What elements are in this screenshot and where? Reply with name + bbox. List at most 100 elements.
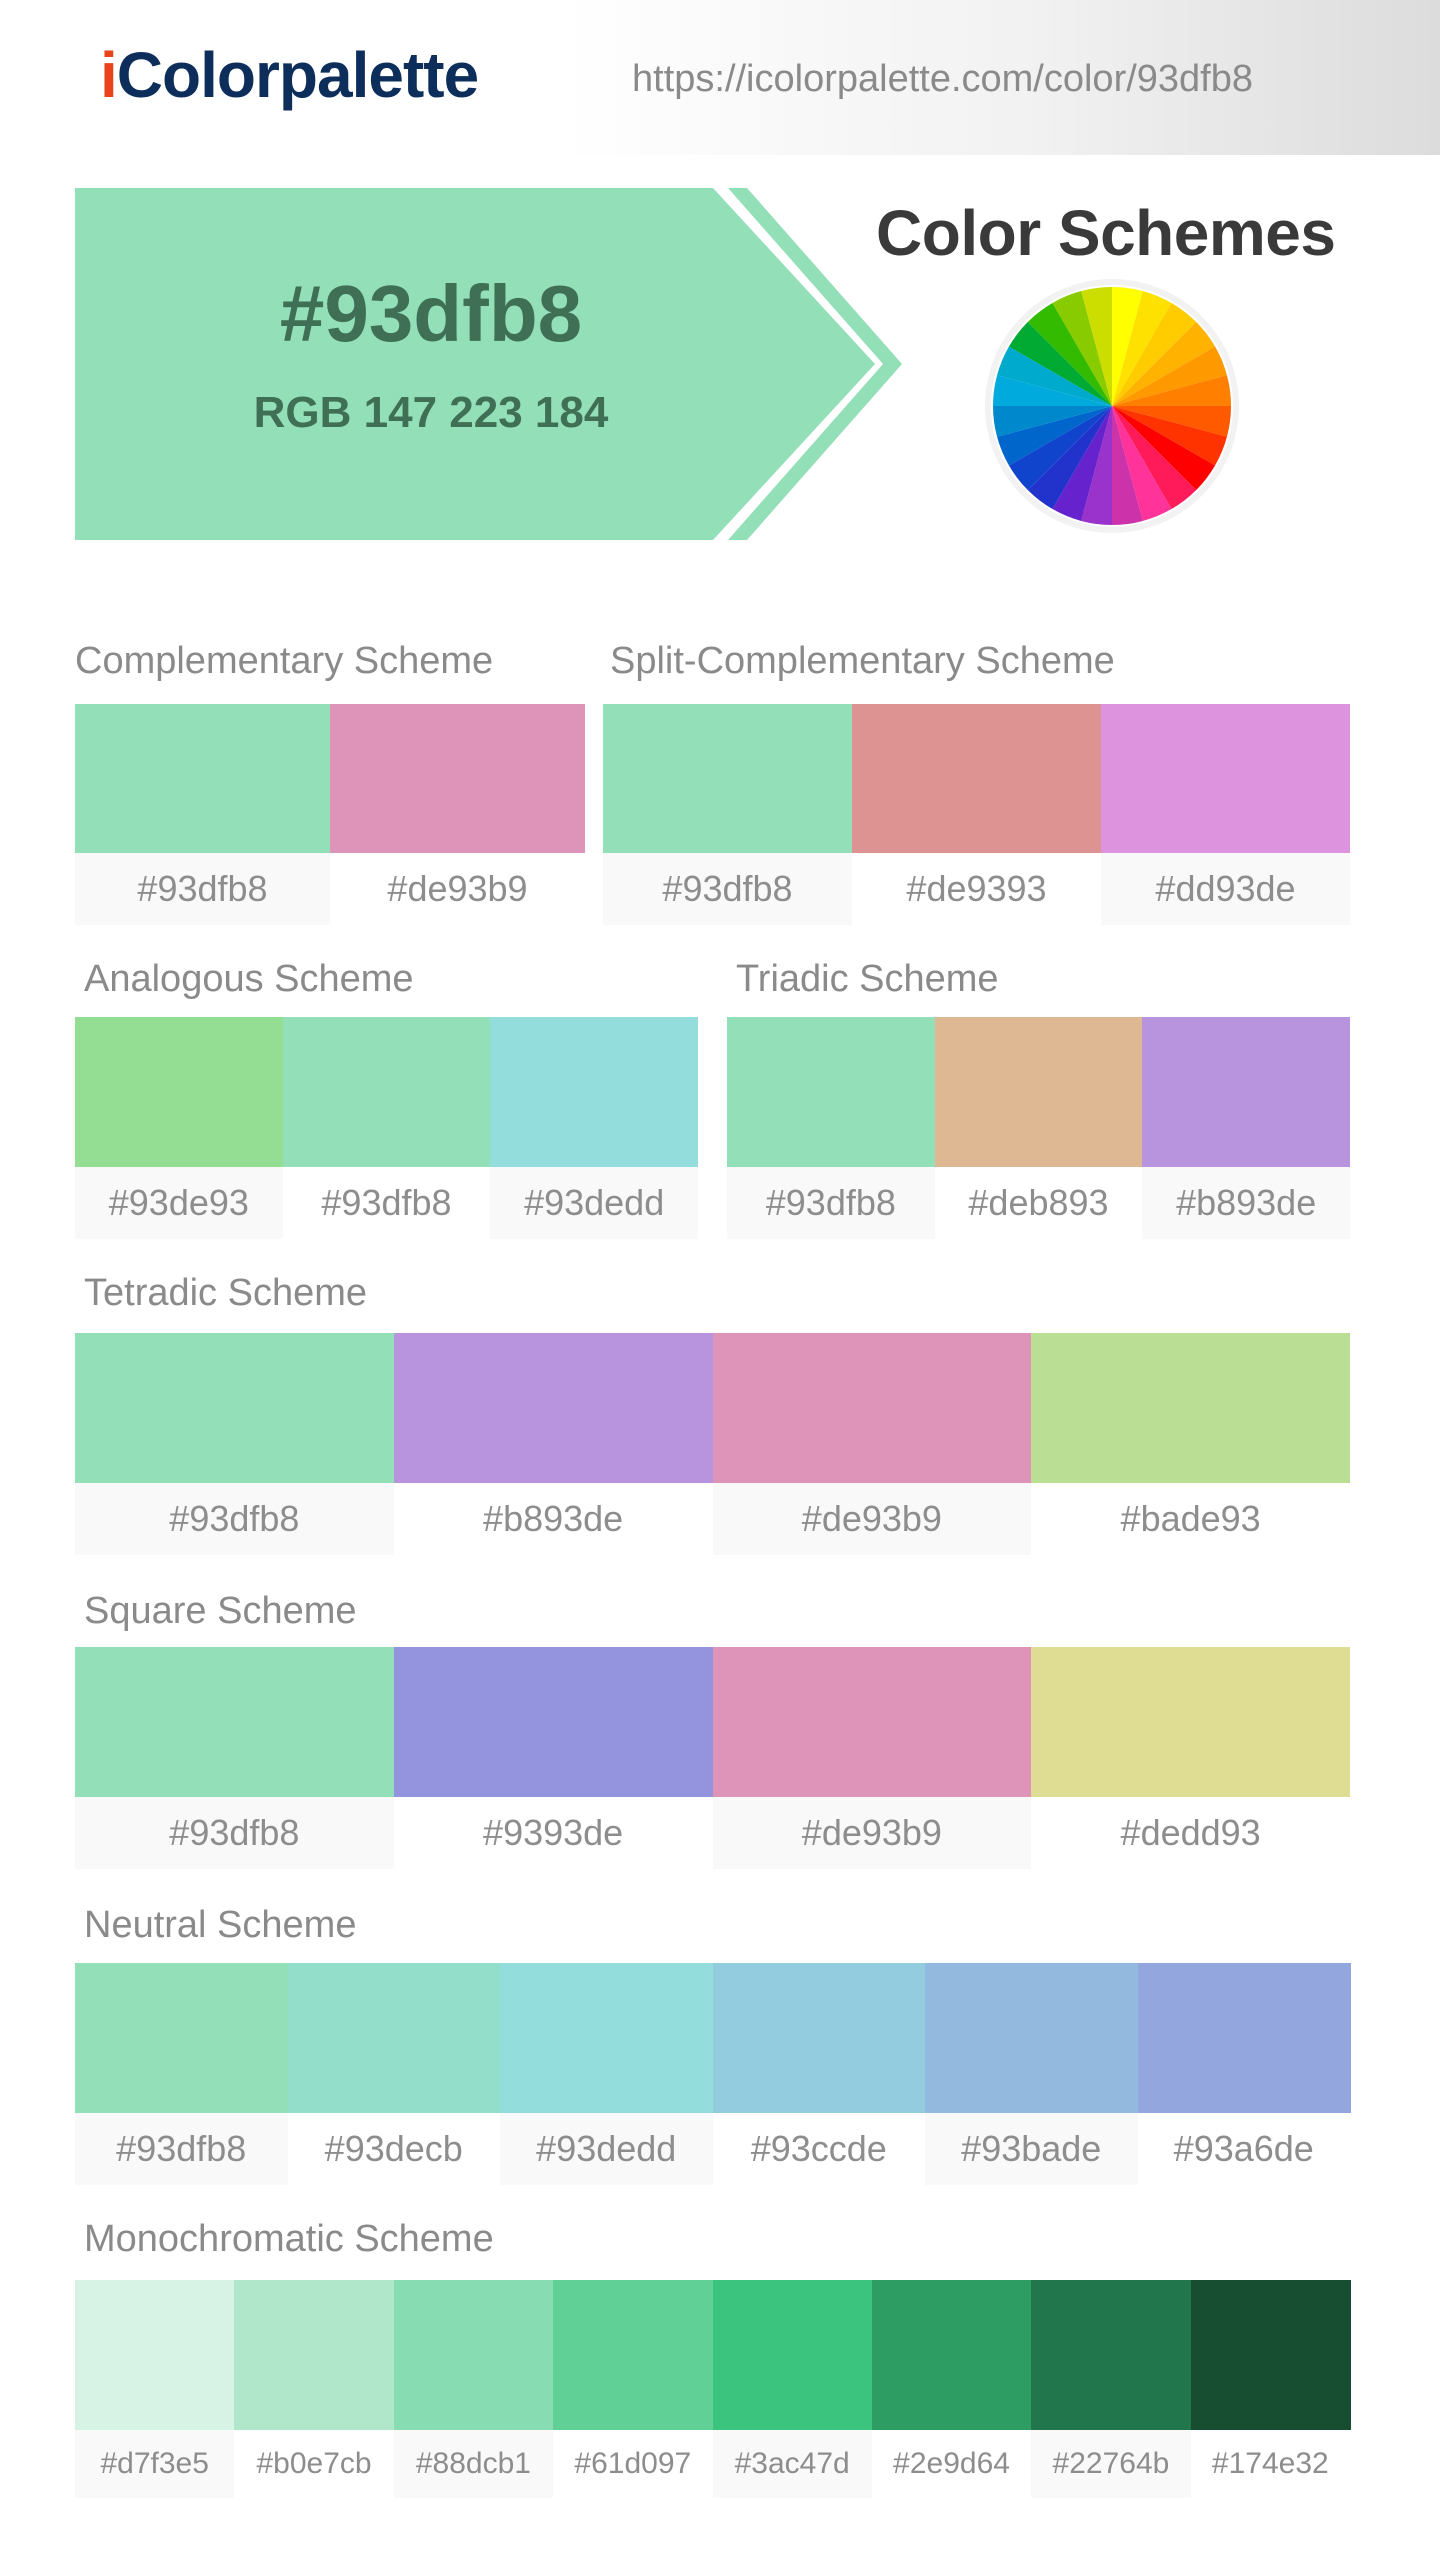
color-swatch[interactable] — [75, 1333, 394, 1483]
color-swatch[interactable] — [603, 704, 852, 853]
color-swatch[interactable] — [712, 1333, 1032, 1483]
color-swatch[interactable] — [234, 2280, 395, 2430]
monochromatic-scheme-title: Monochromatic Scheme — [84, 2218, 494, 2260]
color-hex-label[interactable]: #dd93de — [1101, 853, 1350, 925]
color-hex-label[interactable]: #de93b9 — [387, 868, 528, 909]
color-swatch[interactable] — [393, 1333, 713, 1483]
color-swatch[interactable] — [75, 1647, 394, 1797]
color-hex-label[interactable]: #93de93 — [75, 1167, 283, 1239]
color-hex-label[interactable]: #93dfb8 — [727, 1167, 935, 1239]
color-wheel-segment — [1027, 406, 1112, 510]
color-hex-label[interactable]: #bade93 — [1120, 1498, 1261, 1539]
color-swatch[interactable] — [1031, 2280, 1192, 2430]
color-hex-label[interactable]: #3ac47d — [712, 2430, 872, 2498]
color-swatch[interactable] — [852, 704, 1101, 853]
color-hex-label[interactable]: #93a6de — [1173, 2128, 1314, 2169]
color-wheel-segment — [1112, 406, 1172, 521]
color-swatch[interactable] — [490, 1017, 699, 1167]
color-hex-label[interactable]: #9393de — [483, 1812, 624, 1853]
color-hex-label[interactable]: #93dedd — [490, 1167, 698, 1239]
color-hex-label[interactable]: #174e32 — [1211, 2447, 1329, 2480]
color-hex-label[interactable]: #de93b9 — [712, 1797, 1032, 1869]
color-hex-label[interactable]: #93dfb8 — [75, 1483, 394, 1555]
triadic-scheme-title: Triadic Scheme — [736, 958, 999, 1000]
color-hex-label[interactable]: #93dedd — [500, 2113, 713, 2185]
color-swatch[interactable] — [287, 1963, 501, 2113]
color-swatch[interactable] — [1031, 1647, 1351, 1797]
color-swatch[interactable] — [1142, 1017, 1351, 1167]
color-wheel-segment — [1052, 406, 1112, 521]
square-scheme-title: Square Scheme — [84, 1590, 357, 1632]
color-hex-label[interactable]: #93dfb8 — [75, 1797, 394, 1869]
color-hex-label[interactable]: #dedd93 — [1120, 1812, 1261, 1853]
color-wheel-segment — [1112, 406, 1227, 466]
color-hex-label[interactable]: #93dfb8 — [321, 1182, 452, 1223]
color-swatch[interactable] — [75, 704, 330, 853]
color-hex-label[interactable]: #93dfb8 — [603, 853, 852, 925]
neutral-scheme-title: Neutral Scheme — [84, 1904, 357, 1946]
color-wheel-segment — [1112, 406, 1143, 525]
color-hex-label[interactable]: #61d097 — [574, 2447, 692, 2480]
color-wheel-icon — [985, 279, 1239, 533]
color-swatch[interactable] — [871, 2280, 1032, 2430]
color-wheel-segment — [1112, 291, 1172, 406]
color-hex-label[interactable]: #88dcb1 — [393, 2430, 554, 2498]
color-hex-label[interactable]: #de9393 — [906, 868, 1047, 909]
color-hex-label[interactable]: #93dfb8 — [75, 853, 330, 925]
color-swatch[interactable] — [1137, 1963, 1351, 2113]
color-wheel-segment — [1008, 321, 1112, 406]
logo-i: i — [100, 39, 118, 111]
color-wheel-segment — [1112, 302, 1197, 406]
site-logo[interactable]: iColorpalette — [100, 38, 479, 112]
color-swatch[interactable] — [712, 1647, 1032, 1797]
color-hex-label[interactable]: #93ccde — [750, 2128, 887, 2169]
color-hex-label[interactable]: #de93b9 — [712, 1483, 1032, 1555]
color-wheel-segment — [1081, 287, 1112, 406]
color-swatch[interactable] — [934, 1017, 1143, 1167]
color-swatch[interactable] — [75, 2280, 235, 2430]
color-hex-label[interactable]: #22764b — [1031, 2430, 1191, 2498]
color-swatch[interactable] — [393, 1647, 713, 1797]
color-swatch[interactable] — [75, 1963, 288, 2113]
color-hex-label[interactable]: #2e9d64 — [893, 2447, 1010, 2480]
color-swatch[interactable] — [75, 1017, 283, 1167]
color-swatch[interactable] — [500, 1963, 713, 2113]
tetradic-scheme-title: Tetradic Scheme — [84, 1272, 368, 1314]
color-swatch[interactable] — [712, 1963, 926, 2113]
color-wheel-segment — [1112, 346, 1227, 406]
color-swatch[interactable] — [393, 2280, 554, 2430]
color-hex-label[interactable]: #b893de — [1142, 1167, 1350, 1239]
color-schemes-title: Color Schemes — [876, 197, 1336, 269]
split-complementary-scheme-title: Split-Complementary Scheme — [610, 640, 1115, 682]
color-wheel-segment — [997, 406, 1112, 466]
color-swatch[interactable] — [712, 2280, 873, 2430]
color-swatch[interactable] — [282, 1017, 491, 1167]
color-swatch[interactable] — [330, 704, 585, 853]
color-swatch[interactable] — [1101, 704, 1350, 853]
complementary-scheme-title: Complementary Scheme — [75, 640, 494, 682]
color-hex-label[interactable]: #93bade — [925, 2113, 1138, 2185]
color-wheel-segment — [1027, 302, 1112, 406]
color-swatch[interactable] — [727, 1017, 935, 1167]
color-wheel-segment — [1052, 291, 1112, 406]
color-swatch[interactable] — [1190, 2280, 1351, 2430]
color-wheel-segment — [1112, 287, 1143, 406]
color-hex-label[interactable]: #93decb — [324, 2128, 463, 2169]
hero-rgb-value: RGB 147 223 184 — [253, 388, 609, 437]
color-wheel-segment — [997, 346, 1112, 406]
hero-hex-code: #93dfb8 — [279, 269, 583, 358]
analogous-scheme-title: Analogous Scheme — [84, 958, 414, 1000]
color-hex-label[interactable]: #93dfb8 — [75, 2113, 288, 2185]
color-swatch[interactable] — [1031, 1333, 1351, 1483]
color-swatch[interactable] — [925, 1963, 1138, 2113]
color-wheel-segment — [993, 406, 1112, 437]
color-wheel-segment — [993, 375, 1112, 406]
color-wheel-segment — [1112, 406, 1197, 510]
color-hex-label[interactable]: #b0e7cb — [256, 2447, 372, 2480]
color-swatch[interactable] — [553, 2280, 714, 2430]
color-hex-label[interactable]: #deb893 — [968, 1182, 1109, 1223]
hero-color-banner: #93dfb8 RGB 147 223 184 — [75, 188, 905, 540]
color-hex-label[interactable]: #b893de — [483, 1498, 624, 1539]
color-wheel-segment — [1008, 406, 1112, 491]
color-hex-label[interactable]: #d7f3e5 — [75, 2430, 235, 2498]
